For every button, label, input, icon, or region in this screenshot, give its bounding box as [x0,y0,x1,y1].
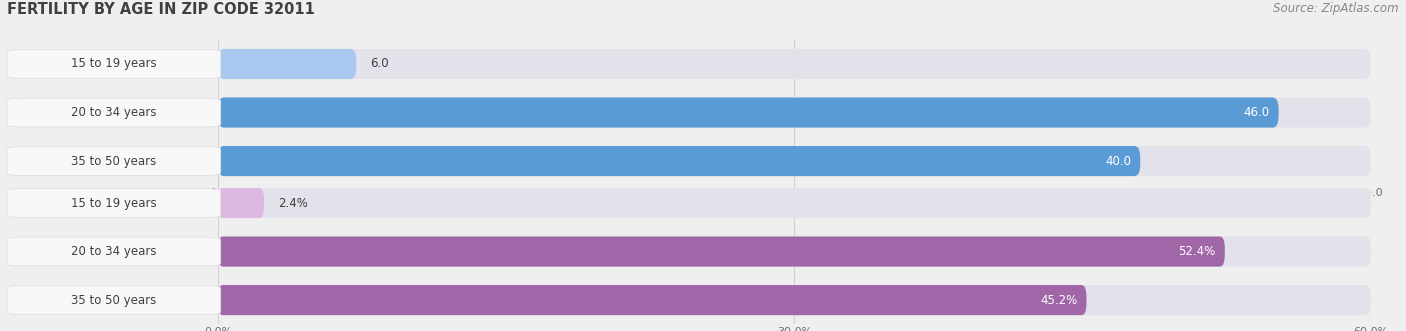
Text: 15 to 19 years: 15 to 19 years [72,58,156,71]
FancyBboxPatch shape [218,237,1225,266]
FancyBboxPatch shape [218,188,264,218]
Text: 46.0: 46.0 [1243,106,1270,119]
Text: 52.4%: 52.4% [1178,245,1216,258]
FancyBboxPatch shape [218,49,356,79]
FancyBboxPatch shape [218,146,1371,176]
Text: 35 to 50 years: 35 to 50 years [72,155,156,167]
FancyBboxPatch shape [218,237,1371,266]
FancyBboxPatch shape [218,98,1371,127]
Text: 2.4%: 2.4% [278,197,308,210]
FancyBboxPatch shape [218,285,1371,315]
Text: 35 to 50 years: 35 to 50 years [72,294,156,307]
Text: 6.0: 6.0 [370,58,388,71]
FancyBboxPatch shape [218,146,1140,176]
Text: 40.0: 40.0 [1105,155,1130,167]
Text: 20 to 34 years: 20 to 34 years [72,106,156,119]
FancyBboxPatch shape [218,49,1371,79]
Text: FERTILITY BY AGE IN ZIP CODE 32011: FERTILITY BY AGE IN ZIP CODE 32011 [7,2,315,17]
FancyBboxPatch shape [218,98,1278,127]
Text: Source: ZipAtlas.com: Source: ZipAtlas.com [1274,2,1399,15]
Text: 20 to 34 years: 20 to 34 years [72,245,156,258]
FancyBboxPatch shape [218,188,1371,218]
FancyBboxPatch shape [218,285,1087,315]
Text: 15 to 19 years: 15 to 19 years [72,197,156,210]
Text: 45.2%: 45.2% [1040,294,1077,307]
